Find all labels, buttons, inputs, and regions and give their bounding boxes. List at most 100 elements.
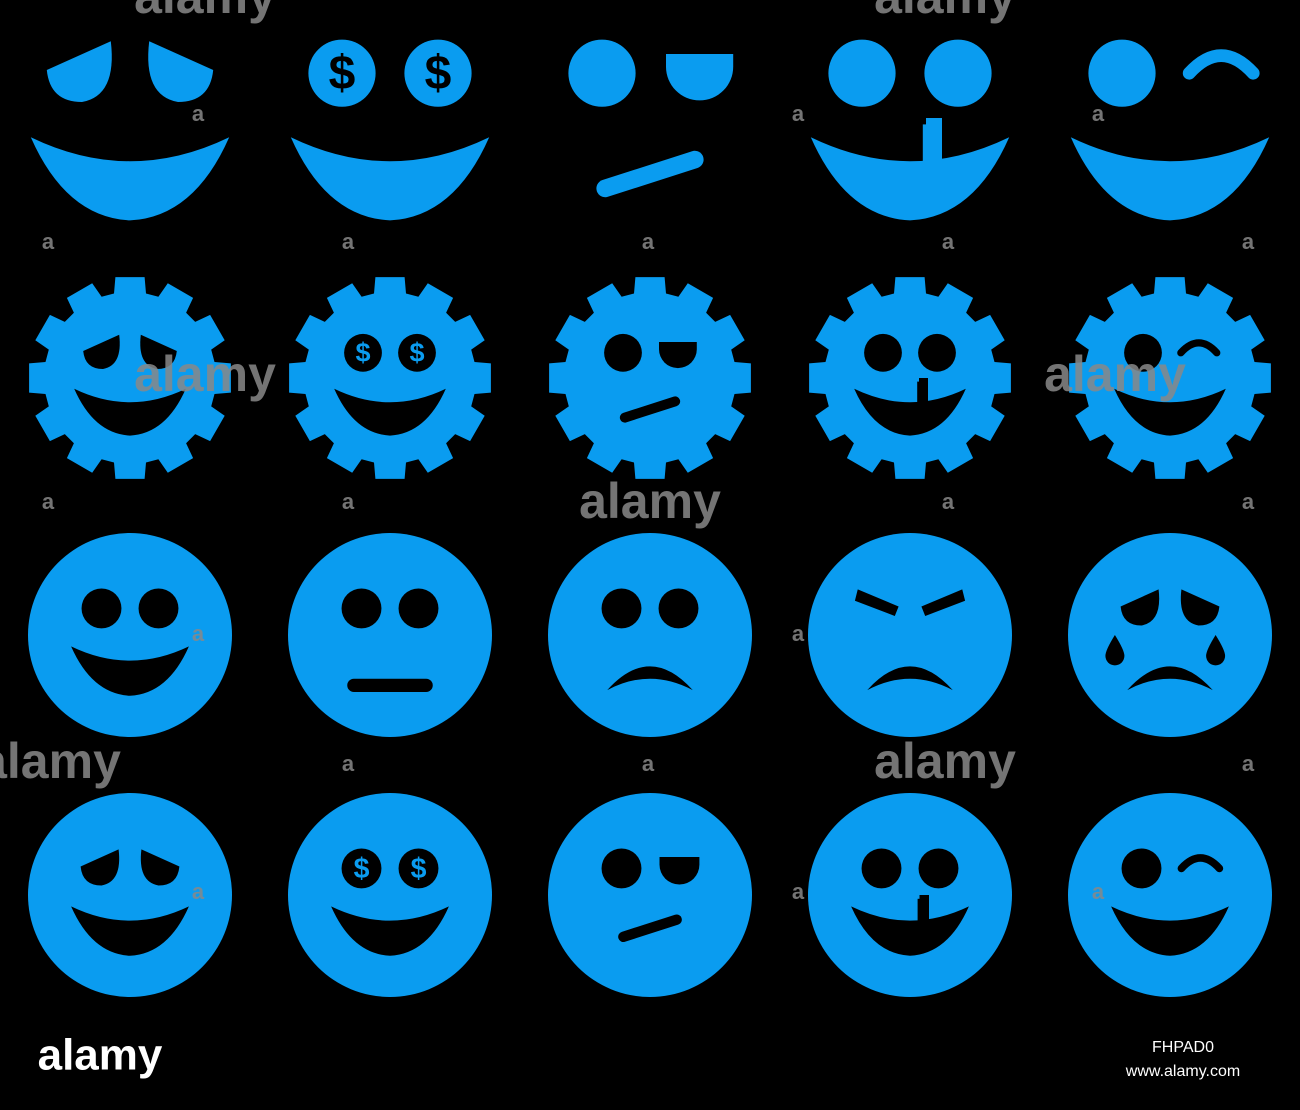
smiley-face [1105,589,1226,691]
eye [81,588,122,629]
gear-face: $ $ [334,333,446,436]
eye [658,588,699,629]
icon-smiley [28,533,232,737]
mouth [619,396,681,423]
gear-face [604,333,697,423]
icon-smiley [28,793,232,997]
watermark: alamy [874,0,1016,24]
gear [549,277,751,479]
watermark-small: a [1092,879,1105,904]
watermark-small: a [192,879,205,904]
eye [398,848,439,889]
mouth [347,678,433,692]
smiley-face [851,848,969,956]
eye-wink [1177,854,1224,873]
watermark-small: a [942,489,955,514]
image-id: FHPAD0 [1152,1039,1214,1056]
eye [80,849,120,886]
eye [140,849,180,886]
eye [341,588,382,629]
mouth [607,666,693,691]
watermark-small: a [792,879,805,904]
dollar-sign: $ [355,338,370,368]
smiley-face [1111,848,1229,956]
eye [924,39,992,107]
mouth [618,914,682,943]
eye [341,848,382,889]
eye-wink [1182,49,1260,80]
watermark-small: a [342,489,355,514]
eye [659,857,700,885]
eye [918,848,959,889]
eye [568,39,636,107]
gear-face [74,334,186,436]
face [288,533,492,737]
watermark: alamy [1044,346,1186,402]
gear [289,277,491,479]
gear [809,277,1011,479]
tooth [917,898,929,924]
eye [659,342,697,369]
mouth [1070,137,1270,221]
watermark-small: a [1092,101,1105,126]
tear [1105,635,1125,666]
eye [148,41,214,102]
dollar-sign: $ [354,853,370,885]
icon-smiley [1068,533,1272,737]
eye [140,334,177,369]
icon-gear [809,277,1011,479]
mouth [1127,666,1213,691]
watermark: alamy [579,473,721,529]
icon-gear: $ $ [289,277,491,479]
mouth [30,137,230,221]
eye [138,588,179,629]
icon-smiley: $ $ [288,793,492,997]
face [28,533,232,737]
eye [1121,848,1162,889]
eye [308,39,376,107]
mouth [290,137,490,221]
mouth [1111,906,1229,956]
smiley-face [71,588,189,696]
watermark-small: a [942,229,955,254]
icon-gear [1069,277,1271,479]
logo: alamy [38,1031,163,1080]
watermark-small: a [1242,489,1255,514]
watermark-small: a [642,751,655,776]
dollar-sign: $ [329,47,356,100]
face [548,793,752,997]
tear [1206,635,1226,666]
mouth [74,388,186,436]
watermark-small: a [1242,229,1255,254]
eye [1124,333,1162,372]
smiley-face [71,849,189,956]
watermark: alamy [874,733,1016,789]
icon-smiley [548,793,752,997]
smiley-face [601,588,699,691]
watermark-small: a [42,229,55,254]
eye [1180,589,1220,626]
watermark-small: a [42,489,55,514]
mouth [854,378,966,436]
icon-features [30,41,230,221]
icon-smiley [288,533,492,737]
watermark: alamy [0,733,121,789]
icon-gear [29,277,231,479]
eye [344,333,382,372]
dollar-sign: $ [409,338,424,368]
mouth [1114,388,1226,436]
tooth [922,124,942,166]
dollar-sign: $ [425,47,452,100]
watermark: alamy [134,0,276,24]
icon-features: $ $ [290,39,490,221]
eye [861,848,902,889]
face [1068,533,1272,737]
mouth [596,150,704,198]
eye [666,54,734,101]
watermark: alamy [134,346,276,402]
tooth [917,381,928,405]
watermark-small: a [342,229,355,254]
eye [604,333,642,372]
gear-face [854,333,966,436]
